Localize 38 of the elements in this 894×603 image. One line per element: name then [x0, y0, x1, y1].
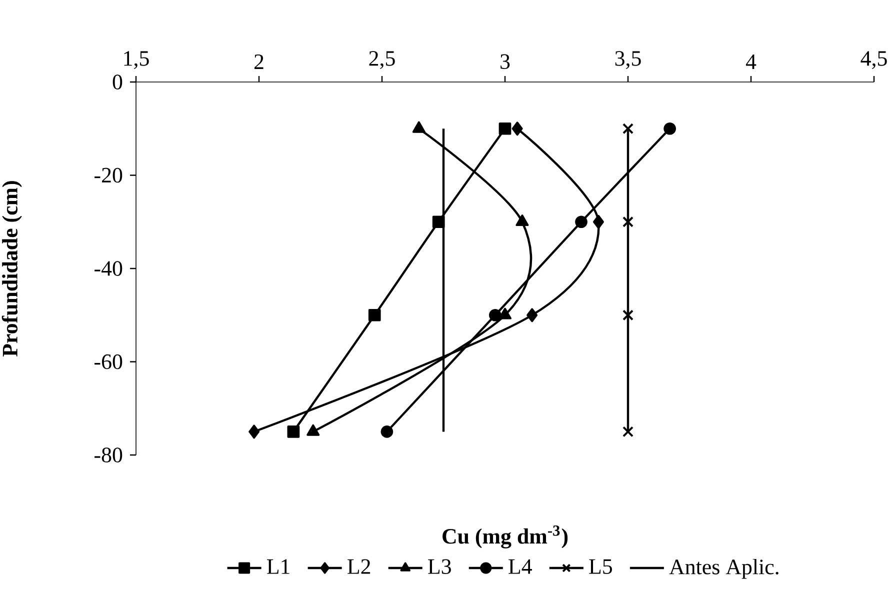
- text: Cu (mg dm$^{-3}$): [442, 525, 568, 548]
- point: [622, 310, 634, 321]
- x-tick-label: 3,5: [615, 51, 641, 69]
- point: [412, 121, 426, 133]
- y-tick-label: -80: [94, 448, 122, 462]
- point: [526, 308, 538, 322]
- point: [432, 216, 445, 228]
- y-tick-label: -40: [94, 261, 122, 276]
- point: [380, 426, 394, 438]
- x-tick-label: 2: [254, 54, 264, 69]
- point: [368, 308, 381, 322]
- legend-label: L1: [267, 559, 290, 574]
- x-tick-label: 1,5: [124, 51, 149, 69]
- legend-label: L3: [428, 559, 451, 574]
- point: [575, 216, 588, 228]
- point: [664, 122, 676, 135]
- x-tick-label: 4,5: [860, 51, 887, 69]
- point: [516, 214, 529, 226]
- point: [287, 426, 300, 438]
- point: [488, 308, 502, 322]
- x-tick-label: 3: [500, 54, 510, 69]
- legend-label: L2: [348, 559, 370, 574]
- y-axis-title: Profundidade (cm): [2, 181, 22, 357]
- point: [593, 214, 604, 229]
- x-tick-label: 2,5: [369, 51, 395, 69]
- legend-label: L4: [508, 559, 532, 574]
- y-tick-label: 0: [112, 74, 122, 90]
- legend-label: Antes Aplic.: [669, 558, 778, 579]
- point: [248, 424, 260, 439]
- point: [622, 216, 634, 228]
- point: [512, 122, 523, 136]
- point: [622, 426, 634, 438]
- legend-label: L5: [589, 559, 612, 574]
- y-tick-label: -20: [94, 168, 122, 183]
- y-tick-label: -60: [94, 354, 122, 370]
- point: [498, 122, 512, 135]
- x-tick-label: 4: [746, 54, 756, 69]
- point: [622, 123, 634, 134]
